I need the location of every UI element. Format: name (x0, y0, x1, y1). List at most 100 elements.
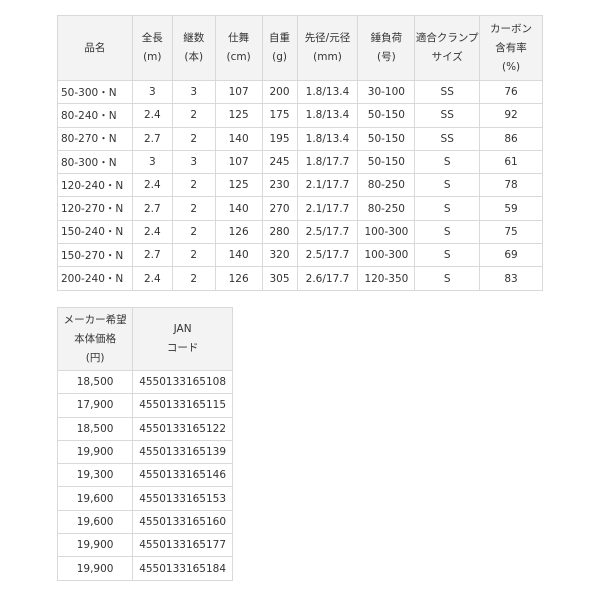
header-label: 継数 (183, 32, 205, 44)
price-cell: 4550133165184 (132, 556, 233, 581)
price-cell: 4550133165115 (132, 393, 233, 418)
spec-cell: 120-270・N (57, 196, 133, 221)
spec-cell: 83 (479, 266, 543, 291)
spec-header-cell: 適合クランプ サイズ (414, 15, 481, 81)
spec-cell: 200 (261, 79, 298, 105)
spec-cell: 125 (214, 103, 263, 128)
price-table: メーカー希望 本体価格 (円) JAN コード 18,500 4550133165108 1… (56, 307, 233, 581)
spec-cell: 80-300・N (57, 149, 133, 175)
spec-cell: 2.5/17.7 (296, 243, 359, 268)
price-row: 19,900 4550133165177 (56, 533, 233, 558)
spec-cell: 100-300 (357, 219, 416, 245)
spec-cell: S (414, 149, 481, 175)
spec-cell: 230 (261, 173, 298, 198)
spec-row: 150-240・N 2.4 2 126 280 2.5/17.7 100-300 S 75 (57, 219, 543, 245)
price-cell: 19,900 (56, 533, 134, 558)
spec-row: 80-300・N 3 3 107 245 1.8/17.7 50-150 S 61 (57, 149, 543, 175)
spec-header-cell: 自重 (g) (261, 15, 298, 81)
spec-cell: 86 (479, 126, 543, 151)
spec-cell: 1.8/13.4 (296, 103, 359, 128)
price-cell: 4550133165160 (132, 509, 233, 535)
price-cell: 17,900 (56, 393, 134, 418)
header-label: 自重 (269, 32, 291, 44)
spec-cell: 2 (171, 196, 216, 221)
header-label: コード (166, 342, 199, 354)
spec-cell: 120-350 (357, 266, 416, 291)
spec-cell: 2.6/17.7 (296, 266, 359, 291)
spec-cell: 80-270・N (57, 126, 133, 151)
price-cell: 4550133165139 (132, 439, 233, 465)
spec-cell: 1.8/13.4 (296, 126, 359, 151)
spec-cell: S (414, 173, 481, 198)
spec-cell: 126 (214, 219, 263, 245)
header-label: (円) (85, 351, 105, 364)
spec-cell: 320 (261, 243, 298, 268)
price-cell: 4550133165153 (132, 486, 233, 511)
price-row: 18,500 4550133165108 (56, 369, 233, 395)
spec-cell: 50-150 (357, 103, 416, 128)
spec-cell: 107 (214, 79, 263, 105)
spec-cell: 2.1/17.7 (296, 173, 359, 198)
price-row: 17,900 4550133165115 (56, 393, 233, 418)
spec-cell: 140 (214, 243, 263, 268)
spec-cell: 50-300・N (57, 79, 133, 105)
spec-cell: 195 (261, 126, 298, 151)
header-label: 仕舞 (228, 32, 250, 44)
spec-row: 200-240・N 2.4 2 126 305 2.6/17.7 120-350 S 83 (57, 266, 543, 291)
header-label: (号) (377, 51, 396, 63)
spec-cell: 2.4 (131, 103, 173, 128)
price-cell: 4550133165122 (132, 416, 233, 441)
header-label: JAN (173, 323, 192, 335)
header-label: 本体価格 (74, 332, 117, 345)
spec-cell: 140 (214, 196, 263, 221)
price-cell: 4550133165108 (132, 369, 233, 395)
spec-cell: 61 (479, 149, 543, 175)
header-label: (g) (272, 51, 287, 63)
spec-cell: 2.4 (131, 219, 173, 245)
spec-cell: S (414, 243, 481, 268)
spec-cell: 1.8/17.7 (296, 149, 359, 175)
spec-cell: 59 (479, 196, 543, 221)
spec-cell: 3 (171, 79, 216, 105)
spec-cell: 2.4 (131, 266, 173, 291)
spec-cell: 75 (479, 219, 543, 245)
spec-cell: 200-240・N (57, 266, 133, 291)
spec-cell: 76 (479, 79, 543, 105)
price-row: 19,900 4550133165139 (56, 439, 233, 465)
spec-cell: 30-100 (357, 79, 416, 105)
header-label: (mm) (313, 51, 342, 63)
price-header-cell: JAN コード (132, 307, 233, 371)
spec-cell: 2.7 (131, 243, 173, 268)
price-cell: 19,900 (56, 439, 134, 465)
spec-header-cell: 継数 (本) (171, 15, 216, 81)
spec-cell: 3 (131, 79, 173, 105)
spec-cell: 2 (171, 219, 216, 245)
spec-cell: 2 (171, 173, 216, 198)
spec-cell: 3 (131, 149, 173, 175)
spec-cell: 80-240・N (57, 103, 133, 128)
header-label: 含有率 (495, 41, 527, 54)
price-cell: 19,900 (56, 556, 134, 581)
header-label: メーカー希望 (63, 313, 127, 326)
spec-cell: S (414, 219, 481, 245)
spec-cell: 50-150 (357, 126, 416, 151)
spec-row: 80-270・N 2.7 2 140 195 1.8/13.4 50-150 SS 86 (57, 126, 543, 151)
spec-cell: 150-240・N (57, 219, 133, 245)
spec-cell: 140 (214, 126, 263, 151)
header-label: カーボン (490, 22, 533, 35)
spec-cell: 2.5/17.7 (296, 219, 359, 245)
spec-cell: 270 (261, 196, 298, 221)
price-header-cell: メーカー希望 本体価格 (円) (56, 307, 134, 371)
spec-cell: 2.7 (131, 126, 173, 151)
price-cell: 19,600 (56, 486, 134, 511)
spec-row: 50-300・N 3 3 107 200 1.8/13.4 30-100 SS 76 (57, 79, 543, 105)
spec-cell: 2 (171, 103, 216, 128)
spec-row: 80-240・N 2.4 2 125 175 1.8/13.4 50-150 SS 92 (57, 103, 543, 128)
spec-cell: S (414, 266, 481, 291)
spec-header-cell: 先径/元径 (mm) (296, 15, 359, 81)
spec-cell: S (414, 196, 481, 221)
header-label: (%) (501, 60, 521, 73)
spec-cell: 280 (261, 219, 298, 245)
price-cell: 18,500 (56, 416, 134, 441)
spec-table: 品名 全長 (m) 継数 (本) 仕舞 (cm) 自重 (g) 先径/元径 (mm) 錘負荷 (号) 適合… (57, 15, 543, 291)
